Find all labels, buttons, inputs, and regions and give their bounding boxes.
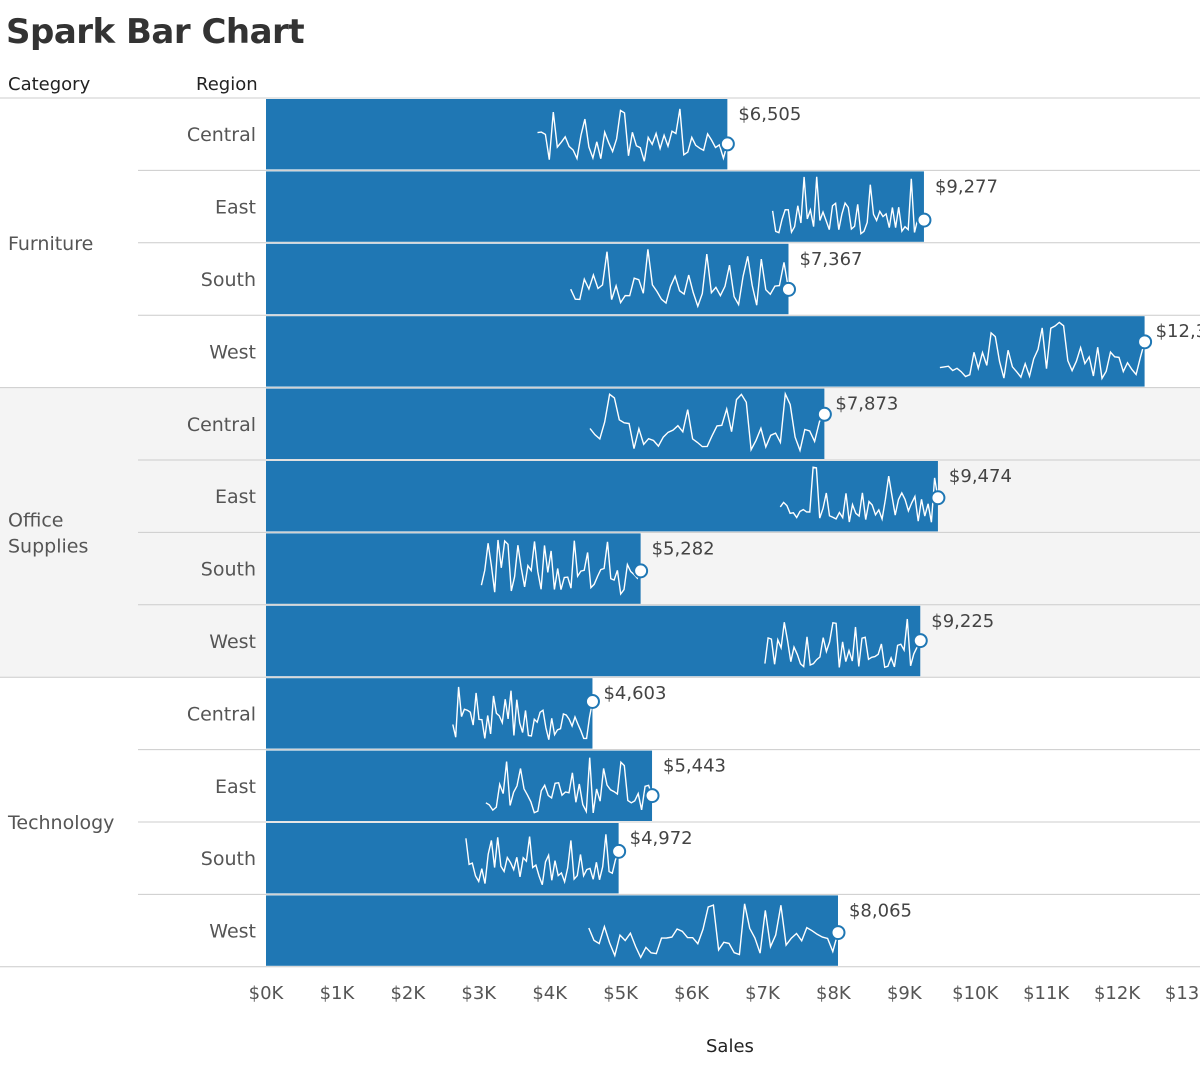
value-label: $5,282: [652, 538, 715, 559]
sparkline-end-marker: [644, 788, 660, 804]
value-label: $12,388: [1156, 321, 1200, 342]
sparkline-end-marker: [611, 843, 627, 859]
x-tick-label: $5K: [603, 983, 639, 1004]
x-axis-title: Sales: [706, 1036, 754, 1057]
sparkline-end-marker: [1137, 334, 1153, 350]
region-label: West: [209, 921, 256, 943]
sparkline-end-marker: [633, 563, 649, 579]
category-column-header: Category: [8, 74, 91, 95]
chart-title: Spark Bar Chart: [6, 12, 305, 52]
bar[interactable]: [266, 461, 938, 532]
region-label: Central: [187, 703, 256, 725]
sparkline-end-marker: [912, 633, 928, 649]
value-label: $4,972: [630, 828, 693, 849]
sparkline-end-marker: [816, 406, 832, 422]
region-label: Central: [187, 414, 256, 436]
bar[interactable]: [266, 243, 789, 315]
x-tick-label: $6K: [674, 983, 710, 1004]
x-tick-label: $2K: [390, 983, 426, 1004]
sparkline: [485, 757, 653, 815]
region-label: South: [201, 559, 256, 581]
x-tick-label: $4K: [532, 983, 568, 1004]
x-tick-label: $13K: [1165, 983, 1200, 1004]
value-label: $9,277: [935, 176, 998, 197]
sparkline-end-marker: [916, 212, 932, 228]
sparkline: [588, 903, 839, 959]
bar[interactable]: [266, 171, 924, 242]
region-column-header: Region: [196, 74, 258, 95]
bar[interactable]: [266, 533, 641, 604]
bar[interactable]: [266, 678, 593, 749]
bar[interactable]: [266, 895, 838, 966]
value-label: $5,443: [663, 756, 726, 777]
sparkline-end-marker: [930, 490, 946, 506]
region-label: South: [201, 848, 256, 870]
sparkline-end-marker: [584, 693, 600, 709]
region-label: East: [215, 486, 256, 508]
value-label: $9,474: [949, 466, 1012, 487]
sparkline: [452, 686, 594, 740]
category-label: Office: [8, 509, 63, 531]
sparkline: [537, 108, 729, 162]
x-tick-label: $3K: [461, 983, 497, 1004]
region-label: Central: [187, 124, 256, 146]
value-label: $8,065: [849, 900, 912, 921]
bar[interactable]: [266, 388, 825, 459]
region-label: West: [209, 631, 256, 653]
x-tick-label: $7K: [745, 983, 781, 1004]
sparkline: [570, 249, 790, 309]
sparkline: [939, 321, 1146, 381]
region-label: East: [215, 776, 256, 798]
region-label: East: [215, 197, 256, 219]
value-label: $7,873: [835, 394, 898, 415]
x-tick-label: $10K: [952, 983, 999, 1004]
x-tick-label: $12K: [1094, 983, 1141, 1004]
category-label: Technology: [7, 812, 114, 834]
value-label: $9,225: [931, 611, 994, 632]
x-tick-label: $9K: [887, 983, 923, 1004]
sparkline: [480, 539, 642, 596]
category-label: Supplies: [8, 535, 88, 557]
category-label: Furniture: [8, 233, 93, 255]
x-tick-label: $1K: [320, 983, 356, 1004]
value-label: $6,505: [738, 104, 801, 125]
bar[interactable]: [266, 99, 728, 170]
sparkline: [589, 391, 825, 453]
sparkline: [465, 834, 620, 886]
sparkline-end-marker: [780, 281, 796, 297]
region-label: West: [209, 341, 256, 363]
bar[interactable]: [266, 823, 619, 894]
sparkline-end-marker: [830, 925, 846, 941]
x-tick-label: $8K: [816, 983, 852, 1004]
x-tick-label: $11K: [1023, 983, 1070, 1004]
sparkline: [771, 176, 925, 236]
value-label: $4,603: [603, 683, 666, 704]
region-label: South: [201, 269, 256, 291]
sparkline-end-marker: [719, 136, 735, 152]
sparkline: [779, 466, 939, 523]
sparkline: [764, 618, 921, 669]
x-tick-label: $0K: [249, 983, 285, 1004]
bar[interactable]: [266, 316, 1145, 387]
value-label: $7,367: [799, 249, 862, 270]
